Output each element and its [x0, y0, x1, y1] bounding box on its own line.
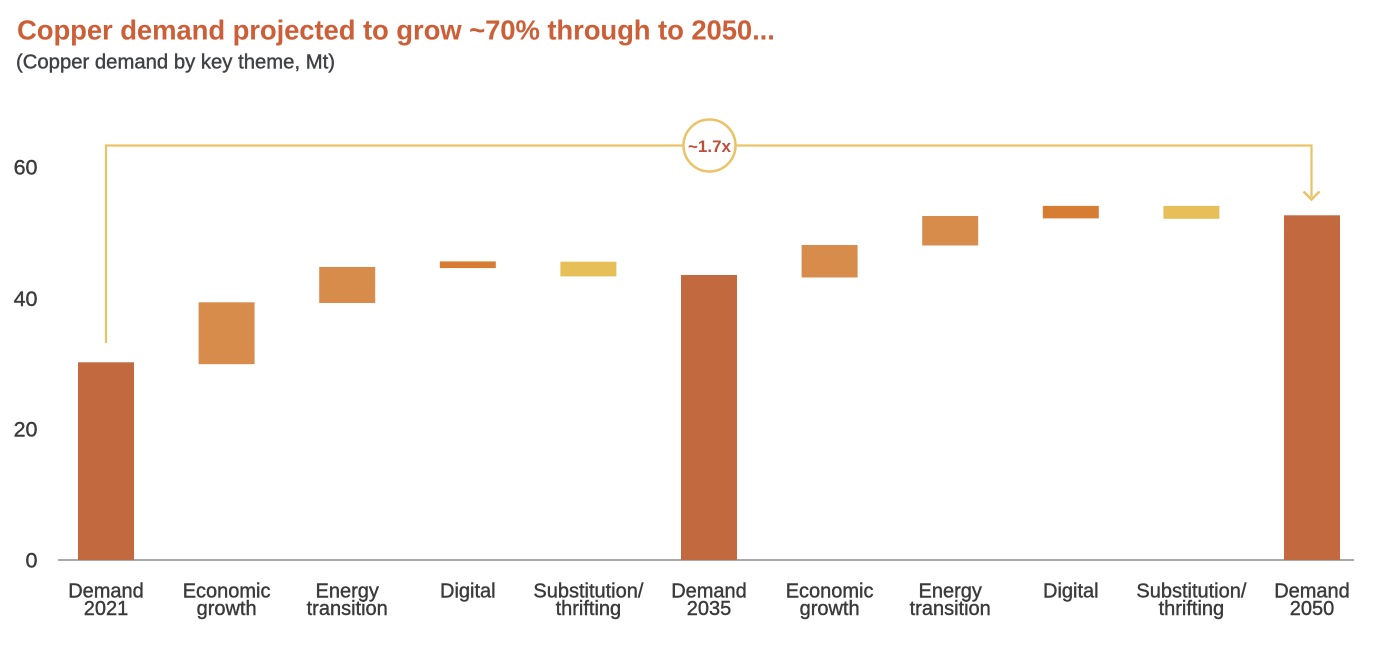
svg-text:2050: 2050 — [1290, 598, 1335, 620]
svg-text:transition: transition — [307, 598, 388, 620]
svg-text:Economic: Economic — [183, 581, 271, 603]
svg-text:40: 40 — [14, 287, 38, 311]
svg-text:2021: 2021 — [84, 598, 129, 620]
svg-text:60: 60 — [14, 156, 38, 180]
svg-text:~1.7x: ~1.7x — [688, 137, 732, 156]
svg-text:growth: growth — [800, 598, 860, 620]
svg-text:Copper demand projected to gro: Copper demand projected to grow ~70% thr… — [17, 15, 775, 46]
svg-text:growth: growth — [197, 598, 257, 620]
svg-text:Energy: Energy — [919, 581, 982, 603]
svg-text:thrifting: thrifting — [556, 598, 622, 620]
svg-text:20: 20 — [14, 418, 38, 442]
svg-text:(Copper demand by key theme, M: (Copper demand by key theme, Mt) — [16, 52, 335, 74]
svg-text:Digital: Digital — [440, 581, 496, 603]
svg-text:Economic: Economic — [786, 581, 874, 603]
svg-text:Digital: Digital — [1043, 581, 1099, 603]
svg-text:Demand: Demand — [68, 581, 144, 603]
svg-text:Substitution/: Substitution/ — [533, 581, 644, 603]
svg-text:thrifting: thrifting — [1159, 598, 1225, 620]
svg-text:Demand: Demand — [1274, 581, 1350, 603]
svg-text:2035: 2035 — [687, 598, 732, 620]
svg-text:0: 0 — [26, 549, 38, 573]
svg-text:Substitution/: Substitution/ — [1136, 581, 1247, 603]
svg-text:transition: transition — [910, 598, 991, 620]
svg-text:Demand: Demand — [671, 581, 747, 603]
svg-text:Energy: Energy — [316, 581, 379, 603]
